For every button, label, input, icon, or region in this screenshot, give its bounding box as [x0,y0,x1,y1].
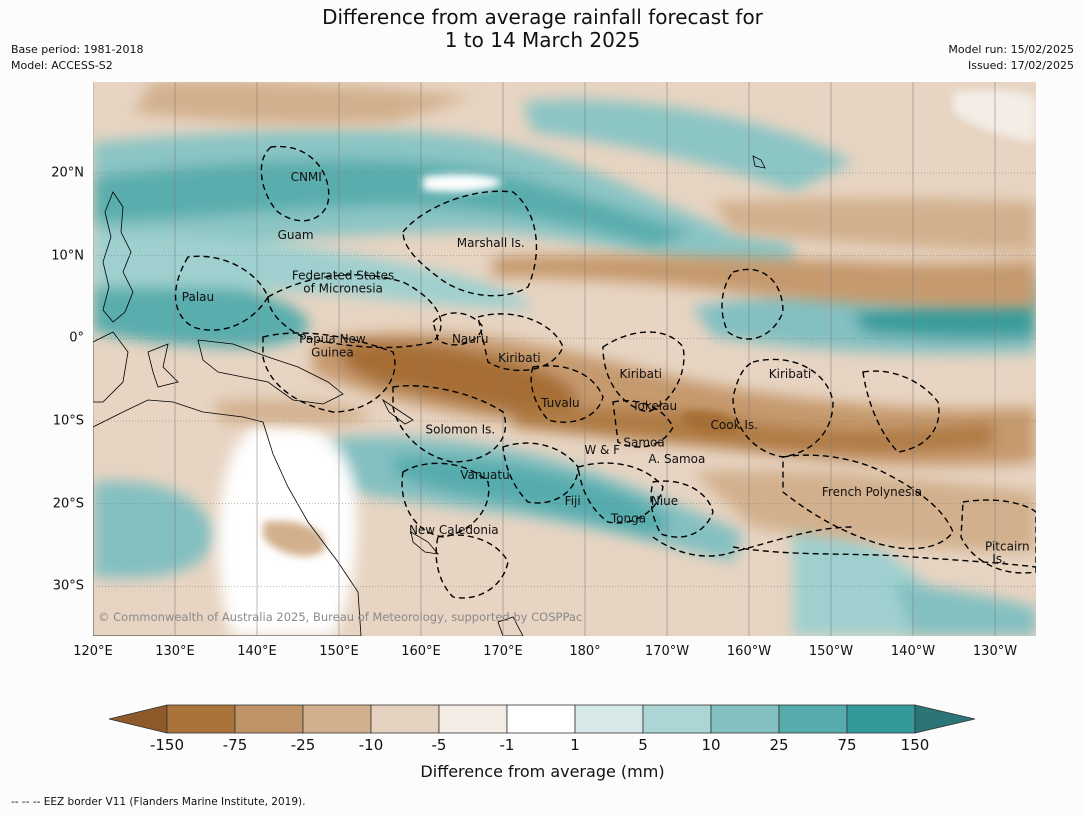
colorbar-tick-label: -75 [222,736,248,754]
title-line-1: Difference from average rainfall forecas… [322,5,763,29]
title-line-2: 1 to 14 March 2025 [444,28,641,52]
x-tick-label: 170°E [483,644,523,659]
region-label: Tonga [610,512,646,526]
coastlines [93,155,766,636]
x-tick-label: 140°E [237,644,277,659]
region-label: Fiji [565,494,581,508]
colorbar-tick-label: 1 [570,736,580,754]
colorbar-swatch [166,704,236,734]
colorbar-extend-low [108,704,168,734]
colorbar-tick-label: -10 [358,736,384,754]
region-label: Marshall Is. [457,236,525,250]
x-tick-label: 150°W [808,644,854,659]
region-label: Papua New [299,332,366,346]
region-label: CNMI [291,170,322,184]
y-tick-label: 20°S [52,496,84,512]
colorbar-swatch [710,704,780,734]
y-tick-label: 10°S [52,413,84,429]
meta-right: Model run: 15/02/2025 Issued: 17/02/2025 [948,42,1074,74]
colorbar-tick-label: 25 [769,736,789,754]
meta-left: Base period: 1981-2018 Model: ACCESS-S2 [11,42,143,74]
region-label: Nauru [452,332,488,346]
region-label: Samoa [623,436,664,450]
colorbar-tick-label: -1 [499,736,515,754]
colorbar-tick-label: -25 [290,736,316,754]
graticule [93,82,1036,636]
colorbar-swatch [438,704,508,734]
y-tick-label: 30°S [52,578,84,594]
model-text: Model: ACCESS-S2 [11,59,113,72]
region-label: New Caledonia [409,523,499,537]
issued-text: Issued: 17/02/2025 [967,59,1074,72]
region-label: W & F [584,443,620,457]
colorbar-tick-label: -150 [149,736,185,754]
region-label: Tokelau [631,399,677,413]
region-label: Guam [278,228,314,242]
x-tick-label: 170°W [644,644,690,659]
y-tick-label: 0° [69,330,84,346]
x-tick-label: 180° [569,644,601,659]
colorbar-tick-label: -5 [431,736,447,754]
base-period-text: Base period: 1981-2018 [11,43,144,56]
eez-legend-note: -- -- -- EEZ border V11 (Flanders Marine… [11,796,306,808]
eez-borders [174,145,1036,599]
region-label: Cook Is. [711,418,758,432]
x-tick-label: 160°W [726,644,772,659]
region-label: Kiribati [769,367,811,381]
x-tick-label: 160°E [401,644,441,659]
region-label: Kiribati [498,351,540,365]
region-label: Guinea [311,345,354,359]
model-run-text: Model run: 15/02/2025 [948,43,1074,56]
x-tick-label: 130°W [972,644,1018,659]
region-label: of Micronesia [303,282,383,296]
region-label: Is. [992,552,1006,566]
colorbar-swatch [642,704,712,734]
y-tick-label: 10°N [51,248,84,264]
colorbar-swatch [506,704,576,734]
region-label: Solomon Is. [426,422,496,436]
region-label: A. Samoa [648,452,705,466]
region-label: Federated States [292,268,394,282]
y-tick-label: 20°N [51,165,84,181]
chart-title: Difference from average rainfall forecas… [0,6,1085,52]
colorbar-swatch [234,704,304,734]
x-tick-label: 140°W [890,644,936,659]
region-label: Vanuatu [460,468,510,482]
colorbar-tick-label: 75 [837,736,857,754]
x-tick-label: 120°E [73,644,113,659]
region-label: Niue [651,494,678,508]
x-tick-label: 130°E [155,644,195,659]
colorbar [108,704,976,734]
colorbar-tick-label: 5 [638,736,648,754]
colorbar-extend-high [914,704,976,734]
rainfall-field [93,82,1036,636]
colorbar-swatch [574,704,644,734]
region-label: French Polynesia [822,485,922,499]
colorbar-title: Difference from average (mm) [420,762,665,781]
colorbar-tick-label: 150 [900,736,930,754]
colorbar-swatch [370,704,440,734]
region-label: Kiribati [620,367,662,381]
colorbar-swatch [302,704,372,734]
colorbar-swatch [846,704,916,734]
region-label: Tuvalu [540,396,580,410]
region-label: Pitcairn [985,540,1030,554]
region-label: Palau [182,290,214,304]
colorbar-tick-label: 10 [701,736,721,754]
colorbar-swatch [778,704,848,734]
copyright-text: © Commonwealth of Australia 2025, Bureau… [98,610,582,624]
x-tick-label: 150°E [319,644,359,659]
